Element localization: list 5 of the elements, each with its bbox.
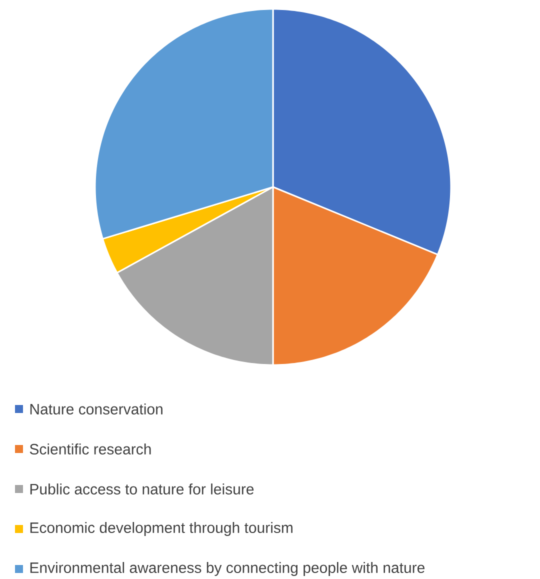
legend-label: Environmental awareness by connecting people with nature xyxy=(30,562,425,576)
legend-label: Scientific research xyxy=(30,443,151,454)
legend-label: Public access to nature for leisure xyxy=(30,483,254,494)
legend-label: Economic development through tourism xyxy=(30,522,292,536)
legend-label: Nature conservation xyxy=(30,403,162,414)
